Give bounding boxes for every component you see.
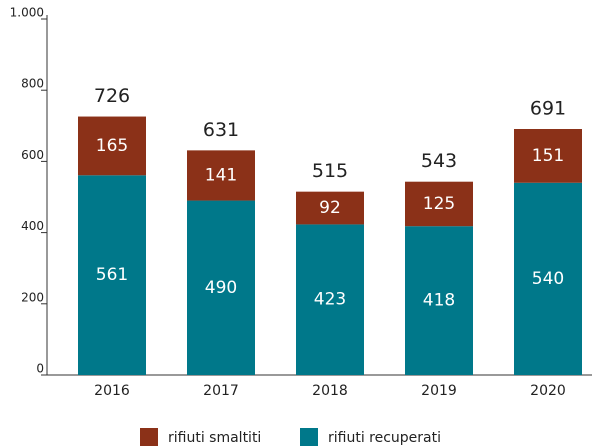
bar-segment xyxy=(78,175,146,375)
bar-segment xyxy=(187,200,255,375)
segment-label: 141 xyxy=(205,165,237,185)
segment-label: 151 xyxy=(532,146,564,166)
y-tick-label: 800 xyxy=(21,77,44,91)
y-tick-label: 600 xyxy=(21,148,44,162)
segment-label: 540 xyxy=(532,269,564,289)
y-tick-label: 0 xyxy=(36,362,44,376)
y-tick-label: 200 xyxy=(21,290,44,304)
segment-label: 92 xyxy=(319,198,341,218)
segment-label: 165 xyxy=(96,136,128,156)
bar-segment xyxy=(514,182,582,375)
segment-label: 490 xyxy=(205,278,237,298)
total-label: 515 xyxy=(312,160,348,182)
bar-segment xyxy=(405,226,473,375)
x-tick-label: 2016 xyxy=(94,383,130,399)
bar-segment xyxy=(187,150,255,201)
segment-label: 418 xyxy=(423,291,455,311)
total-label: 631 xyxy=(203,119,239,141)
bar-segment xyxy=(405,181,473,227)
bar-segment xyxy=(296,224,364,375)
legend-swatch xyxy=(140,428,158,446)
x-tick-label: 2017 xyxy=(203,383,239,399)
x-tick-label: 2020 xyxy=(530,383,566,399)
segment-label: 561 xyxy=(96,265,128,285)
segment-label: 423 xyxy=(314,290,346,310)
total-label: 691 xyxy=(530,98,566,120)
legend-swatch xyxy=(300,428,318,446)
y-tick-label: 1.000 xyxy=(10,6,44,20)
x-tick-label: 2019 xyxy=(421,383,457,399)
x-tick-label: 2018 xyxy=(312,383,348,399)
bar-segment xyxy=(514,129,582,183)
bar-segment xyxy=(296,191,364,225)
legend-label: rifiuti recuperati xyxy=(328,430,441,446)
bar-segment xyxy=(78,116,146,176)
total-label: 543 xyxy=(421,150,457,172)
total-label: 726 xyxy=(94,85,130,107)
legend-label: rifiuti smaltiti xyxy=(168,430,261,446)
y-tick-label: 400 xyxy=(21,219,44,233)
segment-label: 125 xyxy=(423,194,455,214)
